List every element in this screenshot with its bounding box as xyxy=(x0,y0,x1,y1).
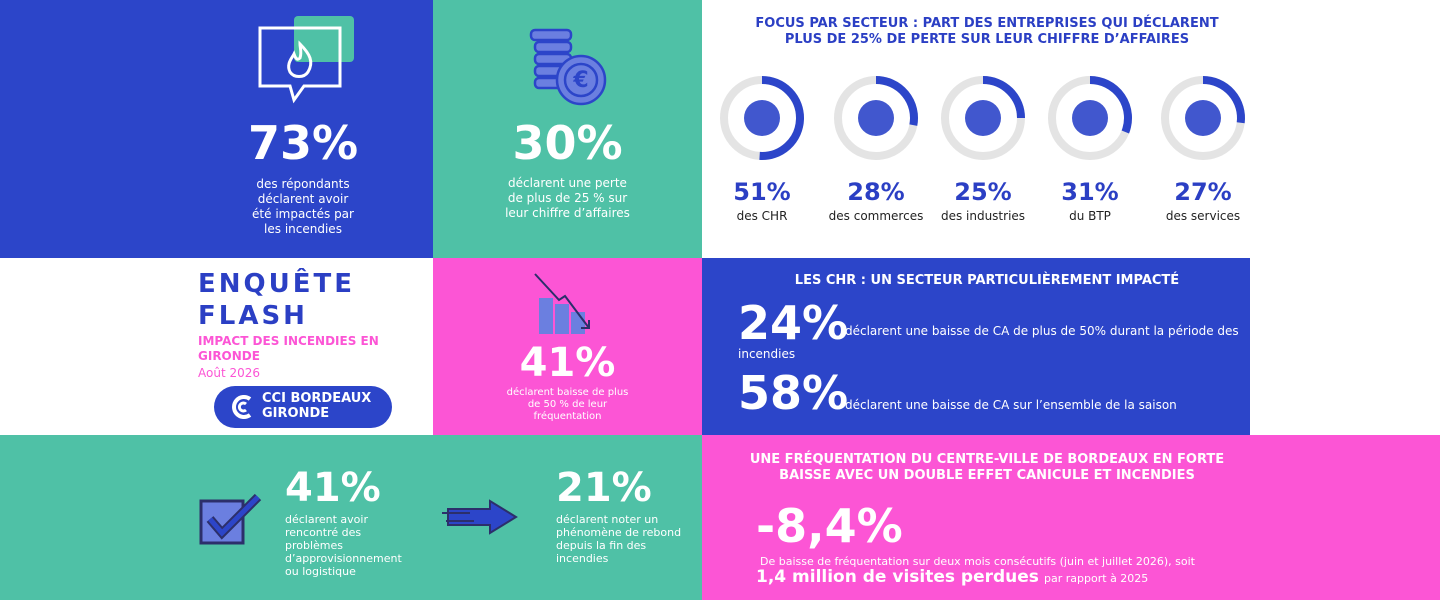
logo-text: CCI BORDEAUX GIRONDE xyxy=(262,391,371,421)
panel-chr: LES CHR : UN SECTEUR PARTICULIÈREMENT IM… xyxy=(702,258,1250,435)
supply-text: déclarent avoir rencontré des problèmes … xyxy=(285,513,402,578)
line: déclarent une perte xyxy=(508,176,627,190)
chr-text: déclarent une baisse de CA de plus de 50… xyxy=(845,324,1239,338)
logo-mark xyxy=(232,395,252,419)
fire-icon xyxy=(258,16,354,104)
city-line: 1,4 million de visites perdues par rappo… xyxy=(756,567,1148,587)
rebound-value: 21% xyxy=(556,465,652,511)
chr-title: LES CHR : UN SECTEUR PARTICULIÈREMENT IM… xyxy=(794,273,1180,288)
sector-icon xyxy=(744,100,780,136)
line: de plus de 25 % sur xyxy=(507,191,628,205)
sector-name: des commerces xyxy=(829,209,924,223)
sector-value: 28% xyxy=(847,178,904,206)
ring-arc xyxy=(1202,76,1245,124)
sector-icon xyxy=(1072,100,1108,136)
sector-rings: 51% des CHR 28% des commerces 25% des industr… xyxy=(720,76,1245,223)
attendance-text: déclarent baisse de plus de 50 % de leur… xyxy=(433,387,702,423)
panel-city: UNE FRÉQUENTATION DU CENTRE-VILLE DE BOR… xyxy=(702,435,1440,600)
line: problèmes xyxy=(285,539,344,552)
line: déclarent avoir xyxy=(257,192,349,206)
line: depuis la fin des xyxy=(556,539,647,552)
svg-text:€: € xyxy=(572,68,588,93)
ring-arc xyxy=(759,76,804,160)
line: GIRONDE xyxy=(262,406,330,421)
sector-value: 51% xyxy=(733,178,790,206)
chr-value: 58% xyxy=(738,366,849,420)
line: FLASH xyxy=(198,301,308,331)
impact-text: des répondants déclarent avoir été impac… xyxy=(200,177,406,237)
line: été impactés par xyxy=(252,207,354,221)
panel-attendance: 41% déclarent baisse de plus de 50 % de … xyxy=(433,258,702,435)
line: de 50 % de leur xyxy=(527,399,608,410)
ring-arc xyxy=(875,76,918,126)
supply-value: 41% xyxy=(285,465,381,511)
sector-name: des industries xyxy=(941,209,1025,223)
loss-value: 30% xyxy=(512,116,623,170)
line: GIRONDE xyxy=(198,349,260,363)
survey-subtitle: IMPACT DES INCENDIES EN GIRONDE xyxy=(198,334,379,364)
line: ENQUÊTE xyxy=(198,269,355,299)
sector-value: 31% xyxy=(1061,178,1118,206)
line: ou logistique xyxy=(285,565,356,578)
chr-value: 24% xyxy=(738,296,849,350)
line: UNE FRÉQUENTATION DU CENTRE-VILLE DE BOR… xyxy=(749,452,1225,467)
line: déclarent avoir xyxy=(285,513,368,526)
panel-impact: 73% des répondants déclarent avoir été i… xyxy=(0,0,433,258)
line: incendies xyxy=(556,552,609,565)
line: BAISSE AVEC UN DOUBLE EFFET CANICULE ET … xyxy=(779,468,1195,483)
panel-bottom: 41% déclarent avoir rencontré des problè… xyxy=(0,435,702,600)
chr-text: incendies xyxy=(738,347,796,361)
line: d’approvisionnement xyxy=(285,552,402,565)
line: leur chiffre d’affaires xyxy=(505,206,630,220)
loss-text: déclarent une perte de plus de 25 % sur … xyxy=(433,176,702,221)
ring-arc xyxy=(982,76,1025,119)
line: rencontré des xyxy=(285,526,362,539)
city-value: -8,4% xyxy=(756,499,903,553)
survey-title: ENQUÊTE FLASH xyxy=(198,268,355,332)
panel-survey: ENQUÊTE FLASH IMPACT DES INCENDIES EN GI… xyxy=(0,258,433,435)
panel-sectors: FOCUS PAR SECTEUR : PART DES ENTREPRISES… xyxy=(702,0,1440,258)
panel-loss: € 30% déclarent une perte de plus de 25 … xyxy=(433,0,702,258)
decline-icon xyxy=(534,273,590,334)
rebound-text: déclarent noter un phénomène de rebond d… xyxy=(556,513,681,565)
line: les incendies xyxy=(264,222,342,236)
chr-text: déclarent une baisse de CA sur l’ensembl… xyxy=(845,398,1177,412)
logo: CCI BORDEAUX GIRONDE xyxy=(214,386,392,428)
line: déclarent baisse de plus xyxy=(506,387,629,398)
sector-name: des services xyxy=(1166,209,1240,223)
line: phénomène de rebond xyxy=(556,526,682,539)
attendance-value: 41% xyxy=(519,340,616,386)
sector-icon xyxy=(965,100,1001,136)
city-highlight: 1,4 million de visites perdues xyxy=(756,567,1039,587)
sector-name: du BTP xyxy=(1069,209,1111,223)
sectors-title: FOCUS PAR SECTEUR : PART DES ENTREPRISES… xyxy=(702,16,1272,48)
sector-icon xyxy=(858,100,894,136)
ring-arc xyxy=(1089,76,1132,134)
sector-value: 27% xyxy=(1174,178,1231,206)
line: des répondants xyxy=(256,177,350,191)
impact-value: 73% xyxy=(247,116,359,170)
sector-value: 25% xyxy=(954,178,1011,206)
line: PLUS DE 25% DE PERTE SUR LEUR CHIFFRE D’… xyxy=(784,32,1190,47)
line: IMPACT DES INCENDIES EN xyxy=(198,334,379,348)
survey-date: Août 2026 xyxy=(198,366,261,380)
city-text: De baisse de fréquentation sur deux mois… xyxy=(760,555,1195,568)
city-tail: par rapport à 2025 xyxy=(1044,572,1149,585)
sector-icon xyxy=(1185,100,1221,136)
line: CCI BORDEAUX xyxy=(262,391,372,406)
arrow-icon xyxy=(442,499,518,535)
line: fréquentation xyxy=(533,411,602,422)
sector-name: des CHR xyxy=(737,209,788,223)
coins-icon: € xyxy=(529,28,607,106)
city-title: UNE FRÉQUENTATION DU CENTRE-VILLE DE BOR… xyxy=(702,452,1272,484)
check-icon xyxy=(199,493,262,545)
line: déclarent noter un xyxy=(556,513,659,526)
line: FOCUS PAR SECTEUR : PART DES ENTREPRISES… xyxy=(755,16,1219,31)
